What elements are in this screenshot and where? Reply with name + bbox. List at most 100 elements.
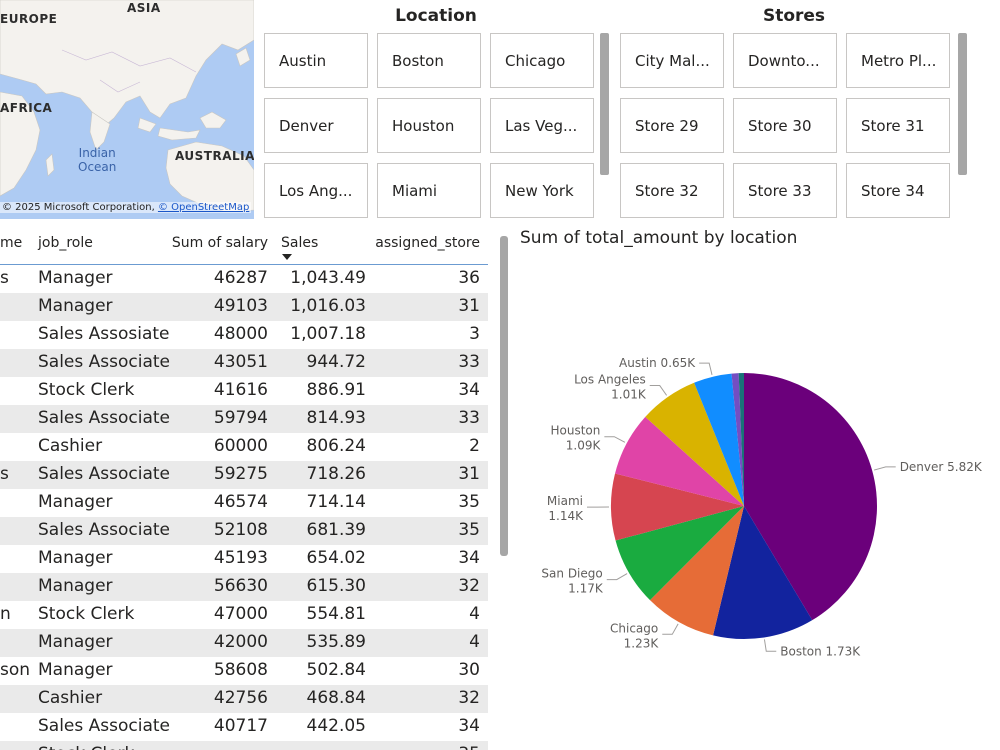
location-tile-miami[interactable]: Miami	[377, 163, 481, 218]
cell-assigned-store: 31	[458, 464, 480, 484]
pie-slice-other-8[interactable]	[731, 373, 744, 506]
cell-assigned-store: 4	[469, 632, 480, 652]
cell-assigned-store: 34	[458, 380, 480, 400]
cell-salary: 43051	[213, 352, 268, 372]
cell-job-role: Sales Associate	[38, 464, 171, 484]
pie-leader-line	[699, 362, 713, 375]
table-row[interactable]: Cashier 42756 468.84 32	[0, 685, 488, 713]
cell-job-role: Sales Associate	[38, 716, 171, 736]
pie-label-value: 1.17K	[568, 582, 604, 596]
column-header-job-role[interactable]: job_role	[38, 235, 93, 251]
location-tile-chicago[interactable]: Chicago	[490, 33, 594, 88]
table-row[interactable]: s Sales Associate 59275 718.26 31	[0, 461, 488, 489]
location-slicer-scrollbar[interactable]	[600, 33, 609, 175]
location-tile-denver[interactable]: Denver	[264, 98, 368, 153]
map-ocean-line-1: Indian	[78, 146, 116, 160]
pie-slice-austin[interactable]	[694, 373, 744, 506]
cell-salary: 56630	[213, 576, 268, 596]
openstreetmap-link[interactable]: © OpenStreetMap	[157, 202, 250, 213]
table-row[interactable]: Sales Associate 52108 681.39 35	[0, 517, 488, 545]
map-label-asia: ASIA	[127, 1, 161, 15]
pie-label-value: 1.23K	[624, 636, 660, 650]
table-row[interactable]: Manager 46574 714.14 35	[0, 489, 488, 517]
store-tile-30[interactable]: Store 30	[733, 98, 837, 153]
table-scrollbar[interactable]	[500, 236, 508, 556]
pie-label-value: 1.14K	[548, 509, 584, 523]
cell-job-role: Sales Associate	[38, 408, 171, 428]
store-tile-33[interactable]: Store 33	[733, 163, 837, 218]
cell-salary: 40717	[213, 716, 268, 736]
table-row[interactable]: Stock Clerk 41616 886.91 34	[0, 377, 488, 405]
stores-slicer-scrollbar[interactable]	[958, 33, 967, 175]
pie-slice-miami[interactable]	[611, 473, 744, 541]
cell-assigned-store: 33	[458, 408, 480, 428]
cell-sales: 1,007.18	[290, 324, 366, 344]
cell-salary: 45193	[213, 548, 268, 568]
table-row[interactable]: Sales Associate 40717 442.05 34	[0, 713, 488, 741]
column-header-assigned-store[interactable]: assigned_store	[375, 235, 480, 251]
location-tile-houston[interactable]: Houston	[377, 98, 481, 153]
cell-assigned-store: 32	[458, 576, 480, 596]
cell-sales: 814.93	[306, 408, 366, 428]
cell-salary: 48000	[213, 324, 268, 344]
chart-title: Sum of total_amount by location	[520, 228, 798, 248]
map-visual[interactable]: EUROPE ASIA AFRICA AUSTRALIA Indian Ocea…	[0, 0, 254, 219]
cell-assigned-store: 33	[458, 352, 480, 372]
cell-name: s	[0, 268, 9, 288]
table-row[interactable]: Manager 49103 1,016.03 31	[0, 293, 488, 321]
table-row[interactable]: Cashier 60000 806.24 2	[0, 433, 488, 461]
map-label-africa: AFRICA	[0, 101, 53, 115]
map-label-australia: AUSTRALIA	[175, 149, 254, 163]
store-tile-city-mall[interactable]: City Mal...	[620, 33, 724, 88]
table-row[interactable]: s Manager 46287 1,043.49 36	[0, 265, 488, 293]
table-row[interactable]: Manager 42000 535.89 4	[0, 629, 488, 657]
table-row[interactable]: n Stock Clerk 47000 554.81 4	[0, 601, 488, 629]
location-tile-austin[interactable]: Austin	[264, 33, 368, 88]
table-row[interactable]: Sales Assosiate 48000 1,007.18 3	[0, 321, 488, 349]
store-tile-metro-plaza[interactable]: Metro Pl...	[846, 33, 950, 88]
sort-descending-icon[interactable]	[282, 254, 292, 260]
table-row[interactable]: Manager 45193 654.02 34	[0, 545, 488, 573]
cell-salary: 60000	[213, 436, 268, 456]
cell-sales: 1,043.49	[290, 268, 366, 288]
location-tile-los-angeles[interactable]: Los Ang...	[264, 163, 368, 218]
pie-slice-other-9[interactable]	[738, 373, 744, 506]
store-tile-downtown[interactable]: Downto...	[733, 33, 837, 88]
pie-slice-denver[interactable]	[744, 373, 877, 621]
cell-assigned-store: 36	[458, 268, 480, 288]
cell-name: s	[0, 464, 9, 484]
table-row[interactable]: Manager 56630 615.30 32	[0, 573, 488, 601]
pie-slice-san-diego[interactable]	[615, 506, 744, 601]
pie-leader-line	[606, 573, 628, 581]
column-header-sum-of-salary[interactable]: Sum of salary	[171, 235, 268, 251]
location-slicer-title: Location	[395, 6, 477, 26]
pie-label: Boston 1.73K	[780, 644, 861, 658]
cell-job-role: Manager	[38, 576, 113, 596]
cell-salary: 42756	[213, 688, 268, 708]
pie-slice-houston[interactable]	[615, 416, 744, 506]
location-tile-new-york[interactable]: New York	[490, 163, 594, 218]
pie-slice-los-angeles[interactable]	[645, 382, 744, 506]
pie-slice-chicago[interactable]	[650, 506, 744, 636]
location-tile-las-vegas[interactable]: Las Veg...	[490, 98, 594, 153]
column-header-name[interactable]: me	[0, 235, 23, 251]
table-row[interactable]: son Manager 58608 502.84 30	[0, 657, 488, 685]
store-tile-32[interactable]: Store 32	[620, 163, 724, 218]
store-tile-34[interactable]: Store 34	[846, 163, 950, 218]
table-row[interactable]: Sales Associate 43051 944.72 33	[0, 349, 488, 377]
pie-slice-boston[interactable]	[713, 506, 813, 639]
cell-name: son	[0, 660, 31, 680]
cell-salary: 42000	[213, 632, 268, 652]
cell-job-role: Cashier	[38, 688, 103, 708]
pie-leader-line	[649, 385, 668, 396]
table-row[interactable]: Stock Clerk 35	[0, 741, 488, 750]
pie-label-name: Houston	[550, 424, 600, 438]
location-tile-boston[interactable]: Boston	[377, 33, 481, 88]
column-header-sales[interactable]: Sales	[281, 235, 319, 251]
store-tile-29[interactable]: Store 29	[620, 98, 724, 153]
cell-sales: 1,016.03	[290, 296, 366, 316]
employee-table: me job_role Sum of salary Sales assigned…	[0, 227, 488, 750]
table-row[interactable]: Sales Associate 59794 814.93 33	[0, 405, 488, 433]
store-tile-31[interactable]: Store 31	[846, 98, 950, 153]
